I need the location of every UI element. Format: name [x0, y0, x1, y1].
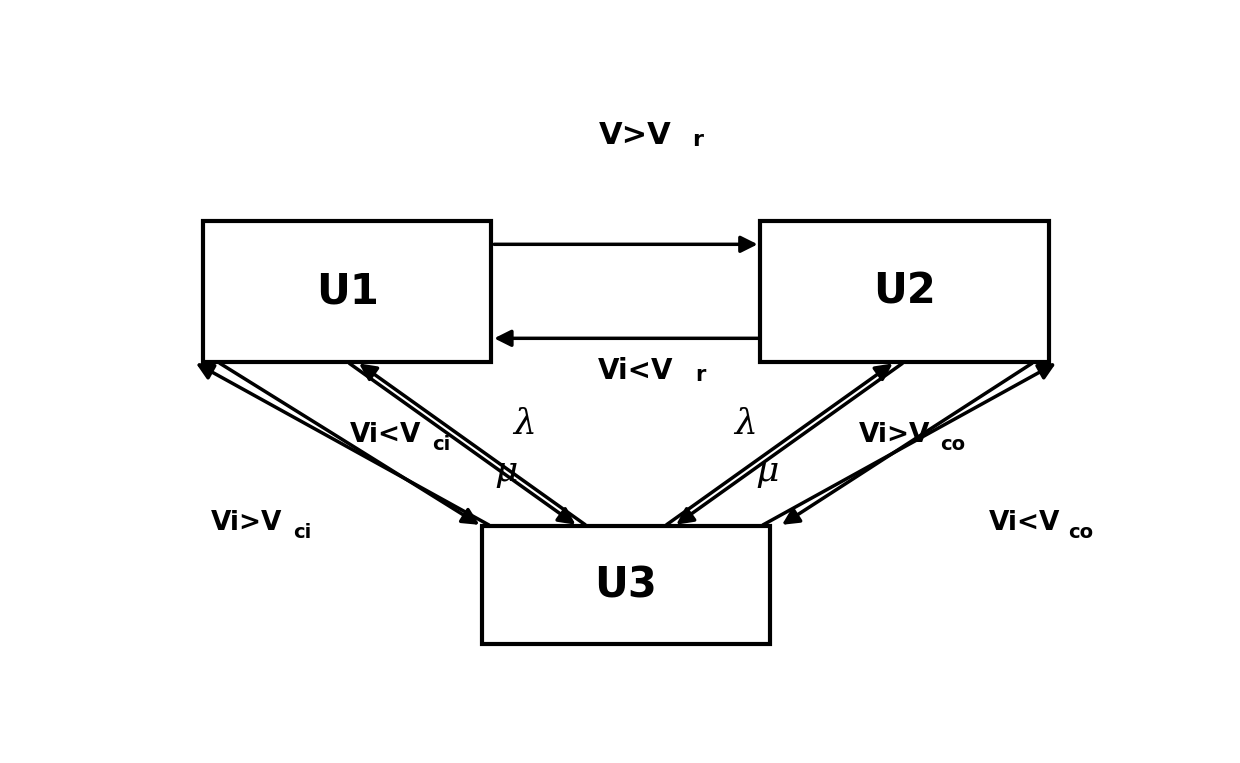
Text: co: co	[1068, 523, 1092, 542]
Text: r: r	[692, 130, 703, 150]
Text: V>V: V>V	[599, 121, 672, 150]
Text: U3: U3	[594, 564, 657, 606]
FancyBboxPatch shape	[760, 221, 1049, 362]
Text: co: co	[940, 435, 965, 453]
Text: μ: μ	[755, 453, 779, 488]
Text: r: r	[696, 365, 706, 385]
Text: Vi>V: Vi>V	[211, 510, 281, 536]
Text: Vi>V: Vi>V	[859, 422, 931, 448]
FancyBboxPatch shape	[203, 221, 491, 362]
Text: μ: μ	[494, 453, 517, 488]
Text: U2: U2	[873, 270, 936, 312]
Text: Vi<V: Vi<V	[990, 510, 1060, 536]
Text: λ: λ	[734, 407, 758, 440]
Text: ci: ci	[293, 523, 311, 542]
Text: λ: λ	[513, 407, 537, 440]
Text: U1: U1	[316, 270, 378, 312]
FancyBboxPatch shape	[481, 526, 770, 644]
Text: ci: ci	[433, 435, 450, 453]
Text: Vi<V: Vi<V	[350, 422, 422, 448]
Text: Vi<V: Vi<V	[598, 356, 673, 385]
